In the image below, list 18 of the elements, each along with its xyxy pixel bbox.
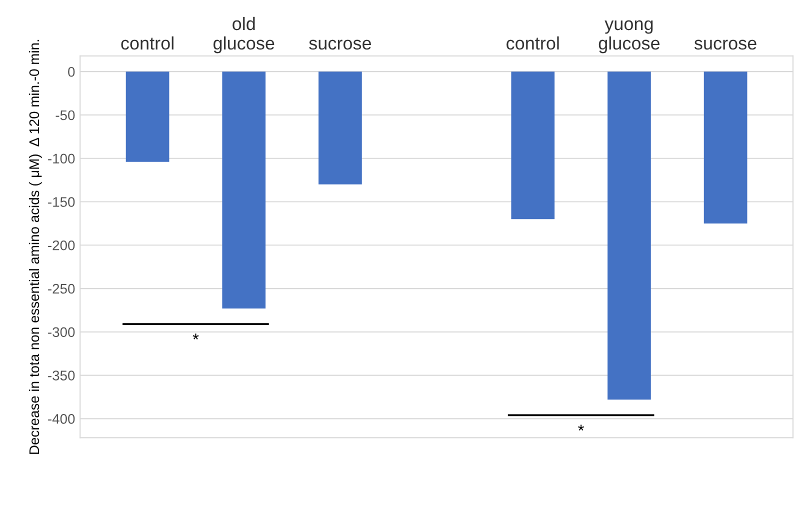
y-tick-label: 0 [68, 66, 75, 77]
y-tick-label: -400 [48, 414, 75, 424]
x-tick-label: sucrose [694, 40, 756, 50]
y-tick-label: -150 [48, 197, 75, 207]
x-tick-label: control [121, 36, 174, 50]
x-tick-label: control [506, 36, 559, 50]
y-tick-label: -250 [48, 284, 75, 294]
annotation: * [578, 424, 584, 431]
y-tick-label: -200 [48, 240, 75, 250]
x-tick-label: old glucose [214, 16, 274, 54]
y-tick-label: -350 [48, 370, 75, 380]
annotation: * [192, 334, 199, 340]
y-tick-label: -300 [48, 327, 75, 338]
x-tick-label: sucrose [309, 40, 372, 50]
y-tick-label: -50 [56, 110, 75, 120]
y-tick-label: -100 [48, 154, 75, 164]
x-tick-label: yuong glucose [598, 20, 660, 54]
y-axis-title: Decrease in tota non essential amino acids ( μM) Δ 120 min.-0 min. [28, 40, 42, 454]
